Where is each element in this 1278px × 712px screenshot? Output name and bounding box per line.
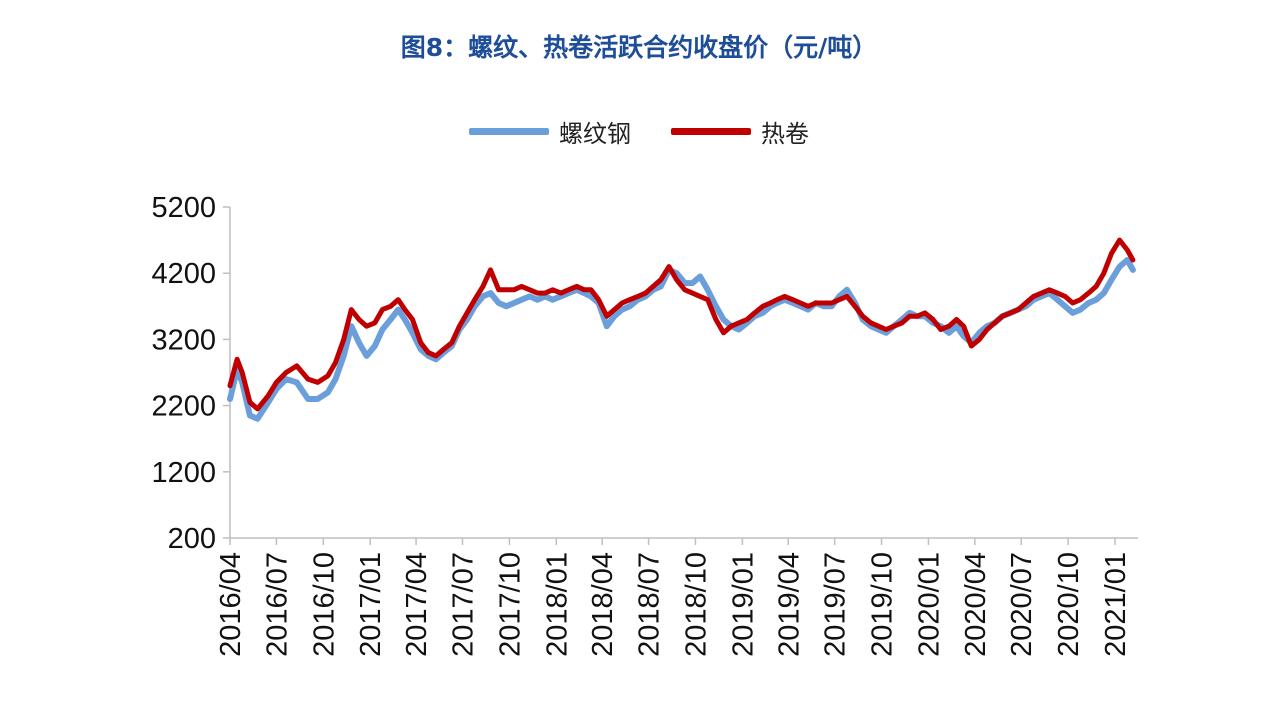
- x-tick-label: 2018/10: [680, 552, 712, 657]
- x-tick-label: 2017/07: [447, 552, 479, 657]
- x-tick-label: 2016/07: [261, 552, 293, 657]
- y-tick-label: 1200: [151, 457, 216, 489]
- x-tick-label: 2020/01: [913, 552, 945, 657]
- x-tick-label: 2019/04: [773, 552, 805, 657]
- x-tick-label: 2018/01: [541, 552, 573, 657]
- x-tick-label: 2020/10: [1053, 552, 1085, 657]
- legend-item-rebar: 螺纹钢: [469, 114, 631, 149]
- legend-label-hot-coil: 热卷: [761, 119, 809, 148]
- y-tick-label: 200: [168, 523, 216, 555]
- series-line-rebar: [227, 257, 1136, 422]
- y-tick-label: 4200: [151, 258, 216, 290]
- legend-item-hot-coil: 热卷: [671, 114, 809, 149]
- chart-axes: [223, 206, 1138, 545]
- x-tick-label: 2021/01: [1100, 552, 1132, 657]
- x-tick-label: 2016/04: [215, 552, 247, 657]
- series-line-hot-coil: [227, 237, 1136, 412]
- chart-title: 图8：螺纹、热卷活跃合约收盘价（元/吨）: [400, 33, 878, 62]
- y-tick-label: 3200: [151, 324, 216, 356]
- x-tick-label: 2018/04: [587, 552, 619, 657]
- x-tick-label: 2019/10: [867, 552, 899, 657]
- x-tick-label: 2016/10: [308, 552, 340, 657]
- x-tick-label: 2020/07: [1006, 552, 1038, 657]
- legend-swatch-rebar: [469, 127, 549, 135]
- x-tick-label: 2017/01: [355, 552, 387, 657]
- y-tick-label: 2200: [151, 391, 216, 423]
- chart-legend: 螺纹钢 热卷: [0, 113, 1278, 149]
- chart-series-layer: [227, 237, 1136, 422]
- x-tick-label: 2020/04: [960, 552, 992, 657]
- chart-ticks-layer: 200 1200 2200 3200 4200 5200 2016/04 2016/07 201…: [151, 192, 1132, 657]
- y-tick-label: 5200: [151, 192, 216, 224]
- x-tick-label: 2019/01: [727, 552, 759, 657]
- x-tick-label: 2019/07: [820, 552, 852, 657]
- legend-label-rebar: 螺纹钢: [559, 119, 631, 148]
- x-tick-label: 2017/10: [494, 552, 526, 657]
- x-tick-label: 2018/07: [634, 552, 666, 657]
- legend-swatch-hot-coil: [671, 127, 751, 135]
- x-tick-label: 2017/04: [401, 552, 433, 657]
